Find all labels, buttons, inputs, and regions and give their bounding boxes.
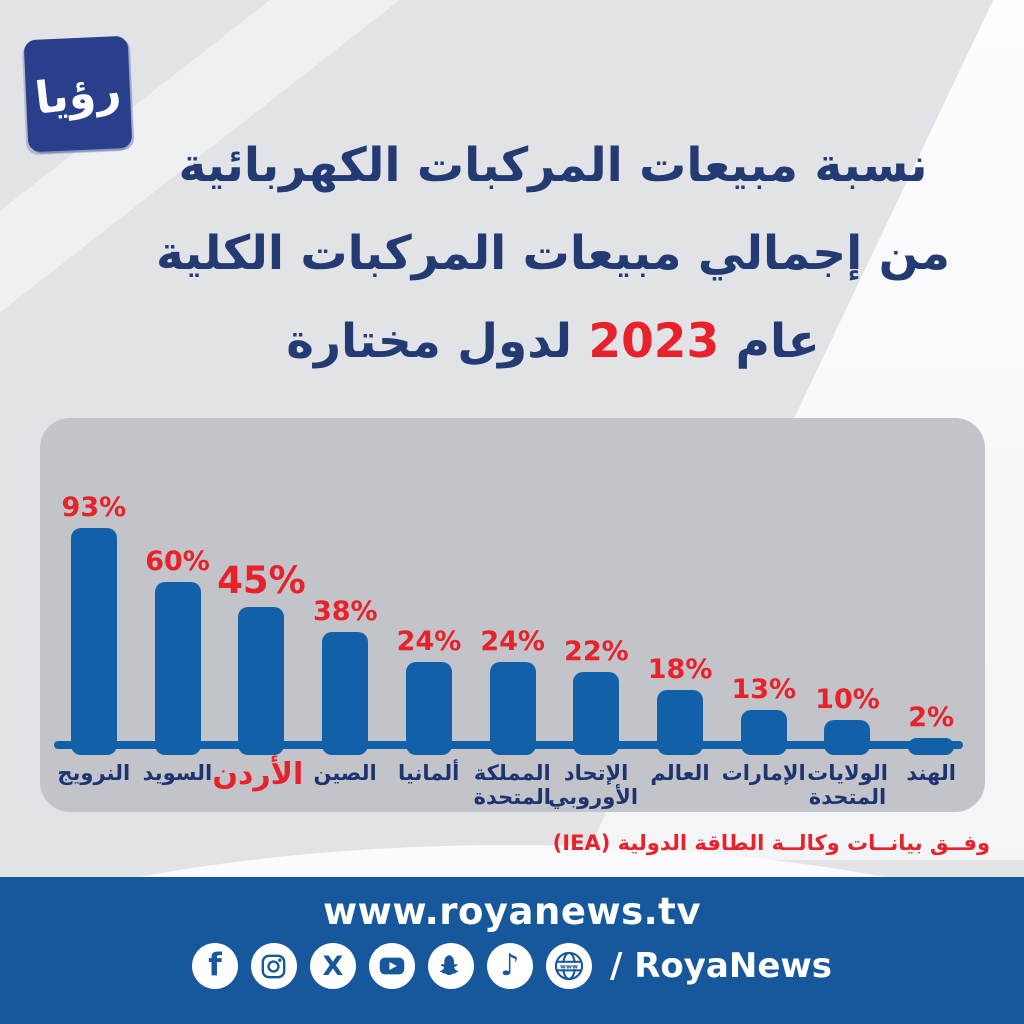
title-line-3: عام 2023 لدول مختارة bbox=[110, 298, 996, 386]
bar-usa bbox=[824, 720, 871, 755]
bar-group-sweden: 60% bbox=[136, 546, 220, 755]
title-line-2: من إجمالي مبيعات المركبات الكلية bbox=[156, 226, 950, 281]
chart-panel: 93% 60% 45% 38% 24% 24% 22% 18% 13% 10% 2% النرويج… bbox=[40, 418, 985, 812]
bar-norway bbox=[70, 528, 117, 755]
bar-group-norway: 93% bbox=[52, 492, 136, 755]
bar-label-germany: ألمانيا bbox=[397, 761, 460, 785]
title-year-prefix: عام bbox=[719, 314, 820, 369]
bar-sweden bbox=[154, 582, 201, 755]
bar-label-china: الصين bbox=[313, 761, 377, 785]
youtube-icon[interactable] bbox=[368, 943, 415, 989]
roya-logo-text: رؤيا bbox=[32, 63, 124, 125]
bar-value-uae: 13% bbox=[731, 674, 797, 705]
bar-value-india: 2% bbox=[908, 702, 955, 733]
bar-group-usa: 10% bbox=[806, 684, 890, 755]
bar-group-china: 38% bbox=[303, 596, 387, 755]
bar-value-uk: 24% bbox=[480, 626, 545, 657]
bar-value-norway: 93% bbox=[61, 492, 127, 523]
bar-group-jordan: 45% bbox=[217, 559, 306, 755]
bar-label-uae: الإمارات bbox=[721, 761, 806, 785]
bar-label-norway: النرويج bbox=[57, 761, 131, 785]
website-link[interactable]: www.royanews.tv bbox=[323, 890, 701, 933]
globe-www-icon[interactable]: www bbox=[545, 943, 592, 989]
bar-label-eu: الإتحاد الأوروبي bbox=[547, 761, 639, 809]
bar-value-sweden: 60% bbox=[145, 546, 210, 577]
bar-group-uk: 24% bbox=[471, 626, 555, 755]
source-note: وفــق بيانــات وكالــة الطاقة الدولية (I… bbox=[552, 831, 990, 855]
instagram-icon[interactable] bbox=[250, 943, 297, 989]
bar-group-eu: 22% bbox=[555, 636, 639, 755]
title-year: 2023 bbox=[588, 314, 720, 369]
bar-label-jordan: الأردن bbox=[212, 757, 304, 792]
bar-value-world: 18% bbox=[647, 654, 713, 685]
bar-group-germany: 24% bbox=[387, 626, 471, 755]
labels-row: النرويج السويد الأردن الصين ألمانيا المملكة ا… bbox=[52, 757, 973, 810]
bar-label-world: العالم bbox=[650, 761, 710, 785]
social-row: f X ♪ bbox=[0, 943, 1024, 989]
bar-jordan bbox=[238, 607, 285, 755]
bar-uk bbox=[489, 662, 536, 755]
roya-logo: رؤيا bbox=[23, 35, 133, 153]
bar-value-eu: 22% bbox=[564, 636, 629, 667]
bars-row: 93% 60% 45% 38% 24% 24% 22% 18% 13% 10% 2% bbox=[52, 492, 973, 755]
facebook-icon[interactable]: f bbox=[191, 943, 238, 989]
title-year-suffix: لدول مختارة bbox=[286, 314, 589, 369]
page-title: نسبة مبيعات المركبات الكهربائية من إجمال… bbox=[110, 122, 996, 386]
tiktok-icon[interactable]: ♪ bbox=[486, 943, 533, 989]
svg-text:www: www bbox=[560, 962, 578, 970]
bar-value-china: 38% bbox=[312, 596, 378, 627]
bar-label-uk: المملكة المتحدة bbox=[473, 761, 552, 809]
axis-line bbox=[54, 741, 963, 749]
social-handle[interactable]: / RoyaNews bbox=[609, 946, 833, 986]
title-line-1: نسبة مبيعات المركبات الكهربائية bbox=[178, 138, 928, 193]
bar-value-germany: 24% bbox=[396, 626, 462, 657]
bar-germany bbox=[405, 662, 452, 755]
bar-label-usa: الولايات المتحدة bbox=[807, 761, 888, 809]
bar-china bbox=[322, 632, 369, 755]
bar-group-world: 18% bbox=[638, 654, 722, 755]
bar-label-sweden: السويد bbox=[142, 761, 213, 785]
bar-label-india: الهند bbox=[906, 761, 957, 785]
footer-bar: www.royanews.tv f X bbox=[0, 877, 1024, 1024]
bar-value-usa: 10% bbox=[815, 684, 880, 715]
x-icon[interactable]: X bbox=[309, 943, 356, 989]
bar-value-jordan: 45% bbox=[217, 559, 306, 602]
snapchat-icon[interactable] bbox=[427, 943, 474, 989]
